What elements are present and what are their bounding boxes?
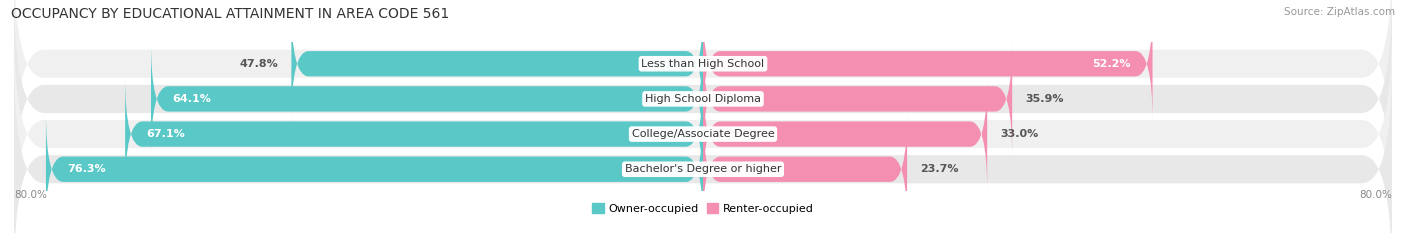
Text: Bachelor's Degree or higher: Bachelor's Degree or higher	[624, 164, 782, 174]
FancyBboxPatch shape	[703, 76, 987, 192]
Text: 80.0%: 80.0%	[1360, 190, 1392, 200]
FancyBboxPatch shape	[14, 25, 1392, 233]
FancyBboxPatch shape	[291, 6, 703, 121]
FancyBboxPatch shape	[46, 112, 703, 227]
FancyBboxPatch shape	[14, 0, 1392, 208]
Text: 23.7%: 23.7%	[920, 164, 959, 174]
FancyBboxPatch shape	[703, 41, 1012, 157]
Text: 33.0%: 33.0%	[1000, 129, 1039, 139]
FancyBboxPatch shape	[703, 6, 1153, 121]
FancyBboxPatch shape	[14, 60, 1392, 233]
Text: 47.8%: 47.8%	[239, 59, 278, 69]
FancyBboxPatch shape	[14, 0, 1392, 173]
Text: 67.1%: 67.1%	[146, 129, 186, 139]
Legend: Owner-occupied, Renter-occupied: Owner-occupied, Renter-occupied	[588, 199, 818, 218]
FancyBboxPatch shape	[703, 112, 907, 227]
Text: 76.3%: 76.3%	[67, 164, 105, 174]
FancyBboxPatch shape	[150, 41, 703, 157]
Text: College/Associate Degree: College/Associate Degree	[631, 129, 775, 139]
Text: Source: ZipAtlas.com: Source: ZipAtlas.com	[1284, 7, 1395, 17]
Text: 52.2%: 52.2%	[1092, 59, 1130, 69]
Text: 64.1%: 64.1%	[173, 94, 211, 104]
Text: High School Diploma: High School Diploma	[645, 94, 761, 104]
Text: Less than High School: Less than High School	[641, 59, 765, 69]
FancyBboxPatch shape	[125, 76, 703, 192]
Text: 80.0%: 80.0%	[14, 190, 46, 200]
Text: 35.9%: 35.9%	[1025, 94, 1063, 104]
Text: OCCUPANCY BY EDUCATIONAL ATTAINMENT IN AREA CODE 561: OCCUPANCY BY EDUCATIONAL ATTAINMENT IN A…	[11, 7, 450, 21]
